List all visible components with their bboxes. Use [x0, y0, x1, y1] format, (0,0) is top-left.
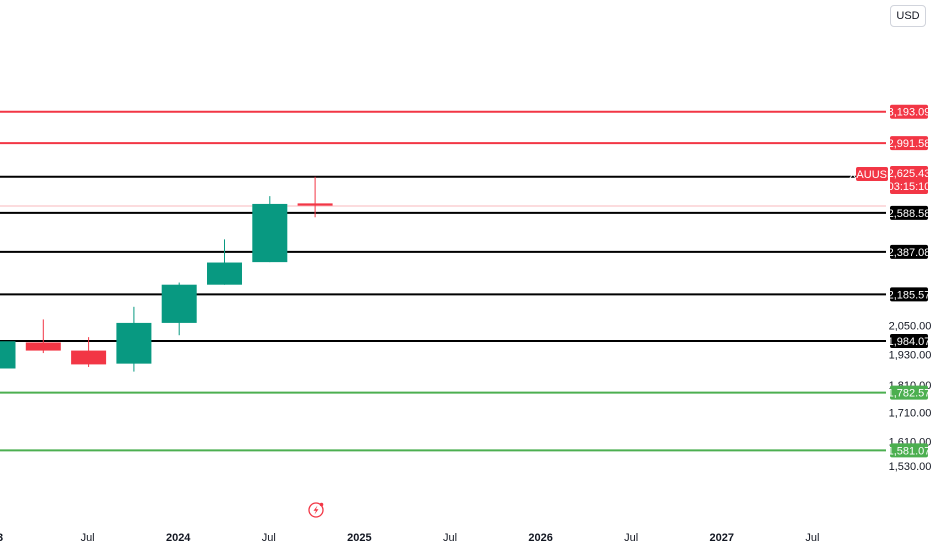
y-tick-label: 1,710.00 [889, 408, 932, 420]
candle-body [161, 284, 197, 323]
level-label: 1,984.07 [888, 336, 931, 348]
x-tick-label: Jul [805, 532, 819, 544]
candle-body [252, 203, 288, 263]
level-label: 1,581.07 [888, 445, 931, 457]
candle-up [252, 196, 288, 263]
level-label: 2,185.57 [888, 289, 931, 301]
level-label-bg [890, 443, 928, 458]
level-label-bg [890, 244, 928, 259]
symbol-tag-bg [856, 167, 888, 181]
level-label-bg [890, 385, 928, 400]
candle-down [25, 319, 61, 354]
x-tick-label: Jul [262, 532, 276, 544]
candle-body [71, 350, 107, 365]
candle-body [207, 262, 242, 285]
candle-body [297, 203, 333, 206]
candle-body [0, 341, 16, 369]
candle-down [71, 337, 107, 367]
level-label: 3,193.09 [888, 107, 931, 119]
level-label-bg [890, 205, 928, 220]
candle-body [116, 322, 152, 364]
candle-up [207, 239, 242, 285]
current-price-tag: XAUUSD 2,625.43 03:15:10 [849, 166, 930, 194]
current-price-tag-bg [890, 166, 928, 194]
currency-button[interactable]: USD [890, 5, 926, 27]
horizontal-levels [0, 110, 886, 452]
level-label-bg [890, 334, 928, 348]
y-tick-label: 2,050.00 [889, 320, 932, 332]
x-tick-label: 2026 [528, 532, 552, 544]
x-tick-label: Jul [443, 532, 457, 544]
level-label: 1,782.57 [888, 388, 931, 400]
level-label: 2,387.08 [888, 247, 931, 259]
candles [0, 176, 333, 372]
x-tick-label: 2025 [347, 532, 371, 544]
candle-up [0, 341, 16, 369]
x-tick-label: Jul [81, 532, 95, 544]
level-label: 2,991.58 [888, 138, 931, 150]
level-label-bg [890, 136, 928, 151]
candle-up [116, 306, 152, 372]
x-tick-label: Jul [624, 532, 638, 544]
level-label-bg [890, 287, 928, 302]
candle-down [297, 176, 333, 218]
symbol-tag-text: XAUUSD [849, 169, 895, 181]
y-tick-label: 1,930.00 [889, 349, 932, 361]
level-label-bg [890, 104, 928, 119]
y-tick-label: 1,530.00 [889, 461, 932, 473]
level-labels: 3,193.092,991.582,790.082,588.582,387.08… [888, 104, 931, 458]
x-tick-label: 23 [0, 532, 3, 544]
x-tick-label: 2024 [166, 532, 191, 544]
current-price-text: 2,625.43 [888, 168, 931, 180]
countdown-text: 03:15:10 [888, 181, 931, 193]
candle-up [161, 282, 197, 336]
x-axis-ticks: 23 Jul 2024 Jul 2025 Jul 2026 Jul 2027 Jul [0, 532, 819, 544]
x-tick-label: 2027 [710, 532, 734, 544]
lightning-event-icon[interactable] [308, 502, 324, 518]
level-label: 2,588.58 [888, 208, 931, 220]
candle-body [25, 342, 61, 351]
